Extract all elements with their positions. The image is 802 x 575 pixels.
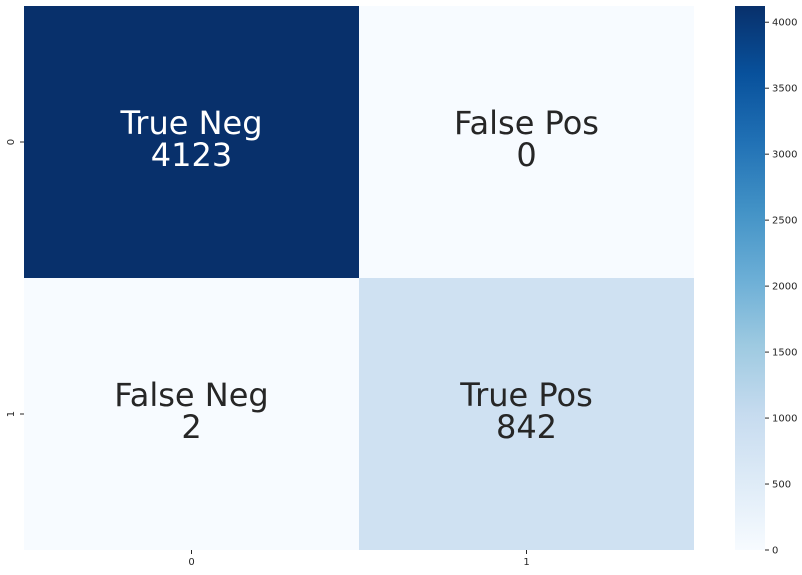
colorbar-tick-label-2: 1000 — [772, 414, 797, 425]
colorbar-rect — [735, 6, 765, 550]
colorbar-tick-label-3: 1500 — [772, 348, 797, 359]
y-axis: 01 — [6, 139, 24, 417]
colorbar: 0 500 1000 1500 2000 2500 3000 3500 4000 — [735, 6, 797, 557]
heatmap-cell-1-1 — [359, 278, 694, 550]
cell-value-0-1: 0 — [516, 136, 536, 174]
colorbar-tick-label-7: 3500 — [772, 84, 797, 95]
heatmap-cell-0-0 — [24, 6, 359, 278]
colorbar-tick-label-8: 4000 — [772, 18, 797, 29]
heatmap-cell-0-1 — [359, 6, 694, 278]
cell-label-0-0: True Neg — [119, 104, 262, 142]
cell-value-1-0: 2 — [181, 408, 201, 446]
y-tick-label-0: 0 — [6, 139, 17, 145]
cell-label-1-0: False Neg — [114, 376, 268, 414]
cell-label-0-1: False Pos — [454, 104, 599, 142]
colorbar-tick-label-0: 0 — [772, 546, 778, 557]
colorbar-tick-label-1: 500 — [772, 480, 791, 491]
cell-label-1-1: True Pos — [459, 376, 593, 414]
colorbar-tick-label-4: 2000 — [772, 282, 797, 293]
colorbar-tick-label-5: 2500 — [772, 216, 797, 227]
x-tick-label-0: 0 — [188, 557, 194, 568]
colorbar-tick-label-6: 3000 — [772, 150, 797, 161]
x-tick-label-1: 1 — [523, 557, 529, 568]
cell-value-0-0: 4123 — [151, 136, 232, 174]
cell-value-1-1: 842 — [496, 408, 557, 446]
y-tick-label-1: 1 — [6, 411, 17, 417]
heatmap-cell-1-0 — [24, 278, 359, 550]
